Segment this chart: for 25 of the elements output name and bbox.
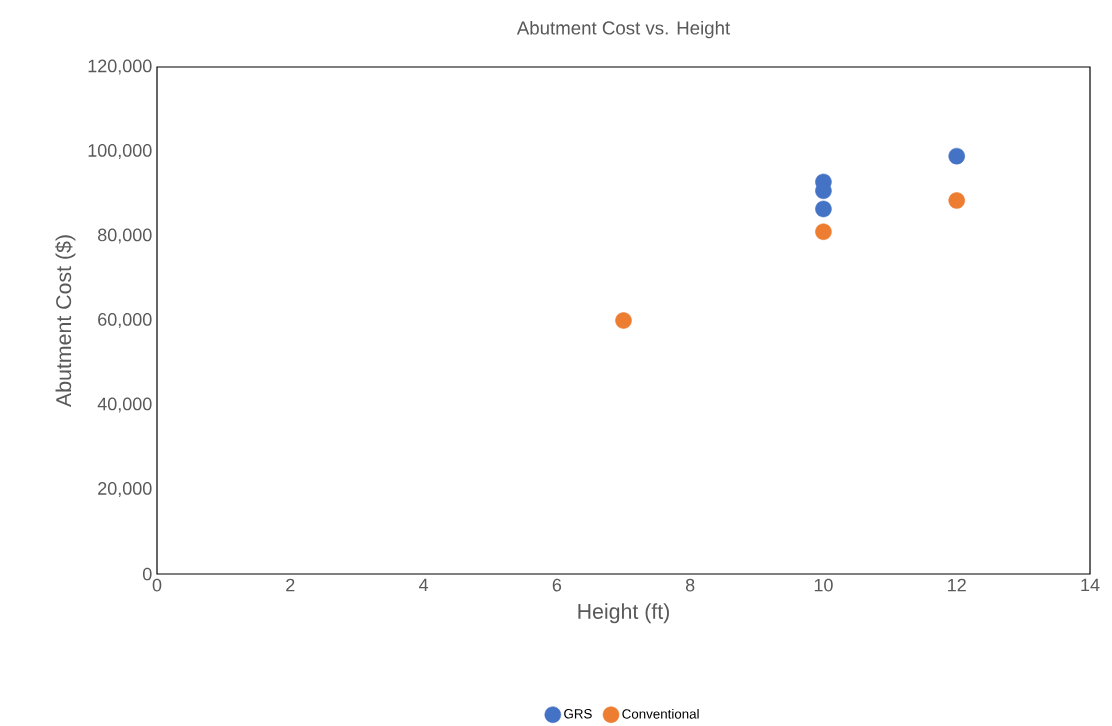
y-tick-label: 120,000	[88, 59, 152, 75]
y-tick-label: 80,000	[98, 228, 152, 244]
point	[948, 147, 965, 165]
y-tick-label: 0	[143, 567, 152, 581]
x-tick-label: 6	[552, 578, 562, 592]
point	[815, 200, 832, 218]
x-tick-label: 14	[1081, 578, 1100, 592]
y-tick-label: 100,000	[88, 144, 152, 159]
point	[615, 312, 632, 329]
point	[948, 192, 965, 209]
chart-title: Abutment Cost vs. Height	[516, 20, 731, 39]
point	[815, 223, 832, 241]
x-tick-label: 0	[152, 578, 162, 592]
legend-label: Conventional	[622, 708, 699, 719]
legend-label: GRS	[564, 709, 592, 719]
x-tick-label: 4	[418, 578, 429, 592]
y-tick-label: 60,000	[98, 313, 152, 328]
x-tick-label: 10	[814, 578, 833, 592]
x-tick-label: 2	[286, 578, 295, 592]
x-tick-label: 12	[948, 578, 966, 592]
x-tick-label: 8	[685, 578, 695, 592]
y-axis-title: Abutment Cost ($)	[55, 235, 76, 408]
y-tick-label: 40,000	[97, 397, 152, 413]
x-axis-title: Height (ft)	[578, 603, 669, 624]
y-tick-label: 20,000	[98, 482, 152, 497]
